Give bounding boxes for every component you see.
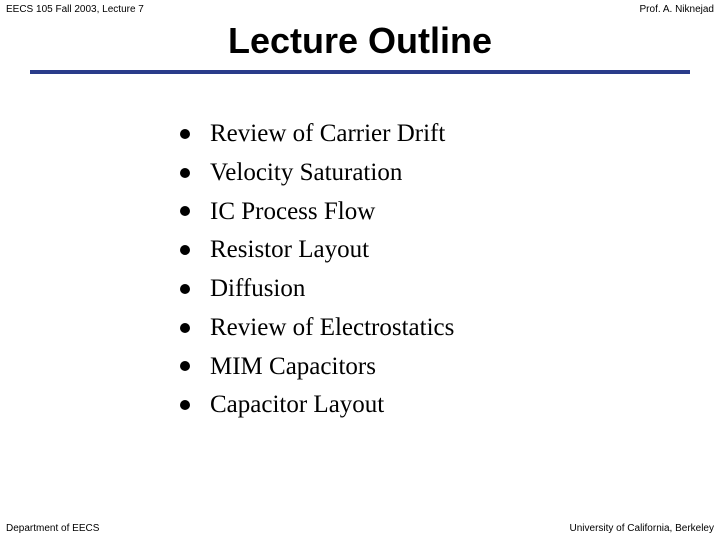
bullet-icon <box>180 323 190 333</box>
bullet-icon <box>180 206 190 216</box>
slide: EECS 105 Fall 2003, Lecture 7 Prof. A. N… <box>0 0 720 540</box>
header-right: Prof. A. Niknejad <box>640 4 714 15</box>
bullet-icon <box>180 245 190 255</box>
list-item: Review of Electrostatics <box>180 309 454 348</box>
footer-right: University of California, Berkeley <box>570 523 715 534</box>
bullet-text: MIM Capacitors <box>210 353 376 380</box>
bullet-icon <box>180 400 190 410</box>
bullet-icon <box>180 284 190 294</box>
slide-title: Lecture Outline <box>0 20 720 62</box>
list-item: IC Process Flow <box>180 193 454 232</box>
list-item: Velocity Saturation <box>180 154 454 193</box>
bullet-list: Review of Carrier Drift Velocity Saturat… <box>180 115 454 425</box>
list-item: Diffusion <box>180 270 454 309</box>
list-item: Review of Carrier Drift <box>180 115 454 154</box>
bullet-text: Capacitor Layout <box>210 391 384 418</box>
bullet-text: Velocity Saturation <box>210 159 402 186</box>
list-item: MIM Capacitors <box>180 348 454 387</box>
bullet-icon <box>180 129 190 139</box>
bullet-text: IC Process Flow <box>210 198 375 225</box>
footer-left: Department of EECS <box>6 523 99 534</box>
bullet-text: Resistor Layout <box>210 236 369 263</box>
bullet-icon <box>180 361 190 371</box>
horizontal-rule <box>30 70 690 74</box>
bullet-text: Diffusion <box>210 275 305 302</box>
bullet-text: Review of Carrier Drift <box>210 120 445 147</box>
header-left: EECS 105 Fall 2003, Lecture 7 <box>6 4 144 15</box>
bullet-icon <box>180 168 190 178</box>
list-item: Capacitor Layout <box>180 386 454 425</box>
list-item: Resistor Layout <box>180 231 454 270</box>
bullet-text: Review of Electrostatics <box>210 314 454 341</box>
